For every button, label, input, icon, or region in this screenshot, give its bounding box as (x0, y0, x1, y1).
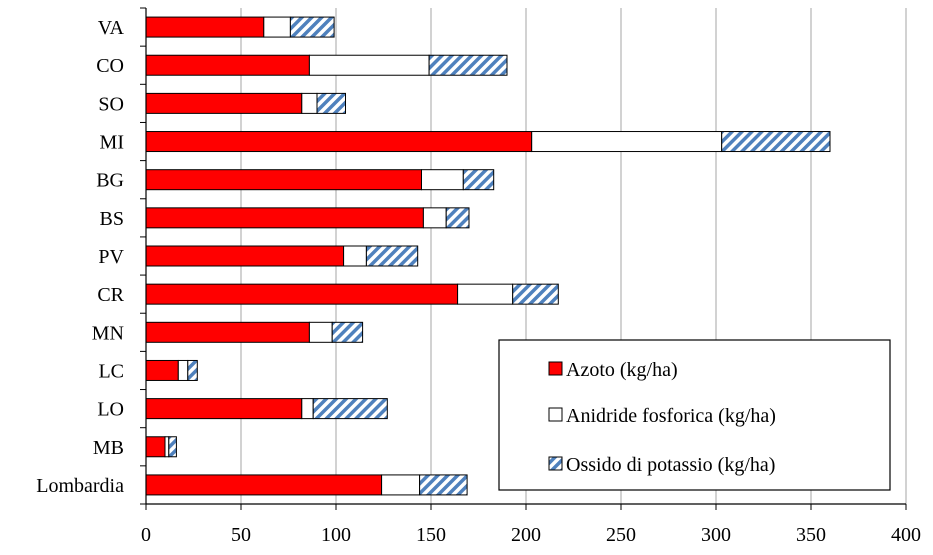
x-tick-label: 150 (416, 524, 446, 546)
y-tick-label: CO (96, 55, 124, 77)
bar-segment-azoto (146, 399, 302, 419)
bar-segment-azoto (146, 475, 382, 495)
bar-segment-azoto (146, 17, 264, 37)
bar-segment-anidride-fosforica (178, 360, 188, 380)
x-tick-label: 200 (511, 524, 541, 546)
y-tick-label: LC (98, 360, 124, 382)
y-tick-label: MB (93, 437, 124, 459)
bar-segment-anidride-fosforica (422, 170, 464, 190)
bar-segment-anidride-fosforica (344, 246, 367, 266)
y-tick-label: CR (97, 284, 124, 306)
bar-segment-azoto (146, 322, 309, 342)
legend: Azoto (kg/ha) Anidride fosforica (kg/ha) O… (499, 340, 890, 490)
bar-segment-ossido-di-potassio (169, 437, 177, 457)
bar-segment-ossido-di-potassio (313, 399, 387, 419)
bar-segment-ossido-di-potassio (446, 208, 469, 228)
bar-segment-ossido-di-potassio (420, 475, 468, 495)
bar-segment-anidride-fosforica (458, 284, 513, 304)
legend-label: Ossido di potassio (kg/ha) (566, 454, 775, 476)
x-tick-label: 300 (701, 524, 731, 546)
bar-segment-azoto (146, 55, 309, 75)
bar-segment-ossido-di-potassio (513, 284, 559, 304)
y-tick-label: VA (98, 17, 125, 39)
bar-segment-azoto (146, 93, 302, 113)
bar-segment-ossido-di-potassio (722, 132, 830, 152)
bar-segment-azoto (146, 170, 422, 190)
y-tick-label: BG (96, 170, 124, 192)
bar-segment-azoto (146, 360, 178, 380)
y-tick-label: LO (97, 399, 124, 421)
bar-segment-ossido-di-potassio (332, 322, 362, 342)
bar-segment-anidride-fosforica (302, 93, 317, 113)
legend-swatch (549, 362, 562, 375)
y-tick-label: MI (100, 132, 124, 154)
x-tick-label: 400 (891, 524, 921, 546)
bar-segment-ossido-di-potassio (317, 93, 346, 113)
legend-label: Azoto (kg/ha) (566, 359, 678, 381)
bar-segment-ossido-di-potassio (429, 55, 507, 75)
y-tick-label: BS (100, 208, 124, 230)
bar-segment-ossido-di-potassio (463, 170, 493, 190)
bar-segment-anidride-fosforica (423, 208, 446, 228)
bar-segment-anidride-fosforica (309, 322, 332, 342)
x-tick-label: 0 (141, 524, 151, 546)
bar-segment-azoto (146, 246, 344, 266)
y-tick-label: Lombardia (36, 475, 124, 497)
bar-segment-anidride-fosforica (302, 399, 313, 419)
x-tick-label: 50 (231, 524, 251, 546)
bar-segment-anidride-fosforica (532, 132, 722, 152)
legend-label: Anidride fosforica (kg/ha) (566, 405, 776, 427)
bar-segment-anidride-fosforica (165, 437, 169, 457)
x-tick-label: 350 (796, 524, 826, 546)
y-tick-label: SO (98, 93, 124, 115)
bar-segment-anidride-fosforica (309, 55, 429, 75)
bar-segment-ossido-di-potassio (366, 246, 417, 266)
bar-segment-azoto (146, 208, 423, 228)
legend-swatch (549, 457, 562, 470)
bar-segment-anidride-fosforica (382, 475, 420, 495)
bar-segment-azoto (146, 132, 532, 152)
y-tick-label: PV (98, 246, 124, 268)
x-tick-label: 250 (606, 524, 636, 546)
legend-swatch (549, 408, 562, 421)
bar-segment-ossido-di-potassio (290, 17, 334, 37)
bar-segment-azoto (146, 437, 165, 457)
bar-segment-anidride-fosforica (264, 17, 291, 37)
bar-segment-azoto (146, 284, 458, 304)
y-tick-label: MN (92, 322, 124, 344)
x-tick-label: 100 (321, 524, 351, 546)
bar-segment-ossido-di-potassio (188, 360, 198, 380)
